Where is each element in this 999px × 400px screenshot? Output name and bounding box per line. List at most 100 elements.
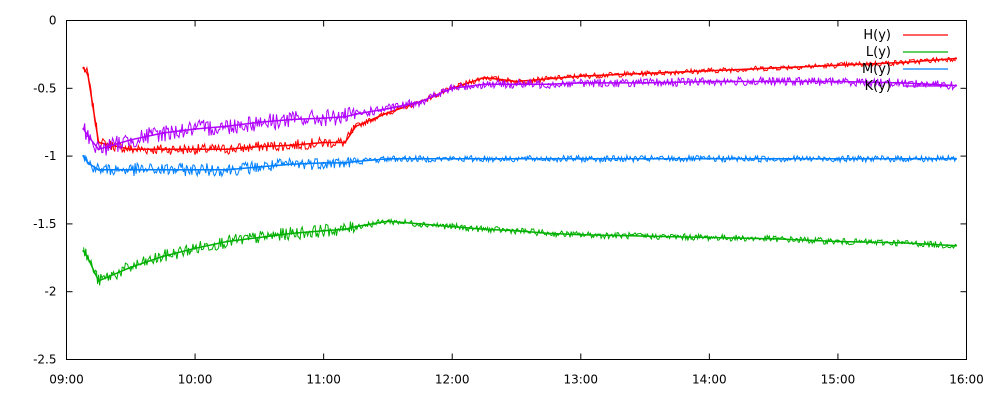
data-point: [86, 134, 90, 137]
y-axis: 0 -0.5 -1 -1.5 -2 -2.5: [33, 14, 967, 367]
data-point: [643, 81, 647, 85]
y-tick-label: -2: [45, 285, 57, 299]
series-line-noise: [83, 75, 957, 156]
data-point: [97, 279, 100, 283]
y-tick-label: 0: [49, 14, 57, 28]
data-point: [193, 247, 197, 250]
plot-frame: [66, 20, 967, 360]
data-point: [226, 240, 229, 243]
data-point: [258, 121, 261, 124]
data-point: [451, 225, 454, 228]
data-point: [386, 107, 390, 110]
legend: H(y) L(y) M(y) K(y): [862, 28, 948, 94]
data-point: [193, 148, 197, 151]
data-point: [354, 125, 357, 128]
data-point: [451, 87, 454, 90]
data-point: [708, 236, 711, 239]
data-point: [836, 157, 840, 160]
x-tick-label: 16:00: [949, 373, 984, 387]
data-point: [836, 63, 840, 67]
series-line-noise: [83, 217, 957, 286]
data-point: [161, 255, 165, 258]
data-point: [86, 256, 90, 259]
x-tick-label: 13:00: [563, 373, 598, 387]
data-point: [451, 157, 454, 160]
data-point: [86, 161, 90, 165]
data-point: [579, 74, 582, 78]
y-tick-label: -1: [45, 149, 57, 163]
data-point: [547, 232, 550, 235]
legend-label: M(y): [862, 62, 891, 77]
data-point: [483, 157, 486, 160]
data-point: [708, 80, 711, 83]
data-point: [97, 148, 100, 151]
data-point: [547, 77, 550, 81]
data-point: [418, 100, 422, 104]
data-point: [82, 249, 85, 253]
data-point: [901, 81, 904, 85]
legend-label: K(y): [865, 79, 891, 94]
x-tick-label: 12:00: [435, 373, 470, 387]
x-tick-label: 14:00: [692, 373, 727, 387]
data-point: [97, 168, 100, 171]
data-point: [901, 241, 904, 245]
data-point: [322, 161, 325, 165]
data-point: [483, 76, 486, 79]
data-point: [129, 138, 132, 141]
data-point: [643, 72, 647, 75]
series-line: [82, 155, 956, 171]
data-point: [161, 131, 165, 135]
data-point: [418, 157, 422, 160]
data-point: [290, 118, 293, 121]
data-point: [708, 69, 711, 72]
data-point: [161, 168, 165, 171]
data-point: [82, 66, 85, 70]
data-point: [515, 229, 518, 232]
data-point: [515, 157, 518, 160]
data-point: [129, 266, 132, 269]
y-tick-label: -1.5: [33, 217, 56, 231]
data-point: [643, 234, 647, 238]
data-point: [226, 125, 229, 128]
data-point: [579, 81, 582, 85]
data-point: [82, 154, 85, 158]
data-point: [322, 229, 325, 232]
y-tick-label: -0.5: [33, 81, 56, 95]
data-point: [836, 80, 840, 83]
data-point: [343, 115, 347, 119]
data-point: [418, 222, 422, 226]
data-point: [322, 141, 325, 144]
data-point: [258, 236, 261, 239]
data-point: [161, 148, 165, 151]
x-axis: 09:00 10:00 11:00 12:00 13:00 14:00 15:00 16:00: [49, 20, 984, 387]
data-point: [290, 232, 293, 235]
x-tick-label: 10:00: [178, 373, 213, 387]
data-point: [515, 83, 518, 86]
data-point: [193, 168, 197, 171]
data-point: [579, 233, 582, 236]
data-point: [901, 61, 904, 64]
data-point: [772, 157, 775, 160]
data-point: [129, 168, 132, 171]
x-tick-label: 15:00: [821, 373, 856, 387]
data-point: [386, 157, 390, 160]
data-point: [643, 157, 647, 160]
data-point: [772, 237, 775, 240]
data-point: [86, 73, 90, 76]
data-point: [547, 157, 550, 160]
x-tick-label: 11:00: [306, 373, 341, 387]
data-point: [343, 161, 347, 165]
data-point: [354, 225, 357, 228]
data-point: [290, 144, 293, 147]
data-point: [954, 157, 957, 160]
series-layer: [82, 56, 957, 286]
data-point: [954, 244, 957, 247]
data-point: [772, 80, 775, 83]
data-point: [129, 148, 132, 151]
data-point: [354, 112, 357, 116]
data-point: [290, 163, 293, 166]
data-point: [343, 228, 347, 231]
data-point: [579, 157, 582, 160]
y-tick-label: -2.5: [33, 353, 56, 367]
data-point: [354, 160, 357, 163]
